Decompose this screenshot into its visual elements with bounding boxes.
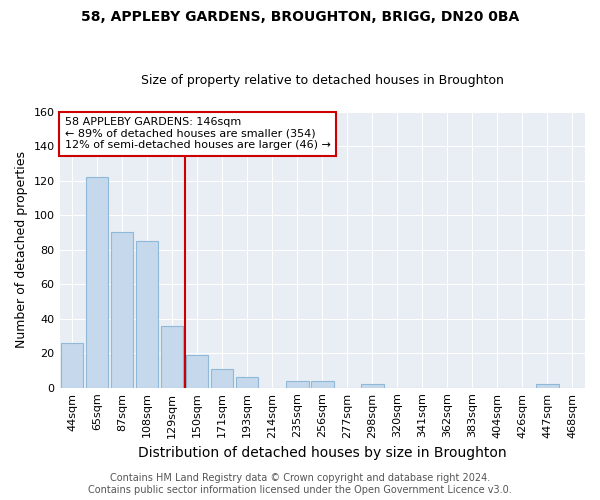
Bar [361,384,383,388]
Bar [311,381,334,388]
Bar [136,241,158,388]
Bar [286,381,308,388]
Bar [211,368,233,388]
Title: Size of property relative to detached houses in Broughton: Size of property relative to detached ho… [141,74,504,87]
Text: 58 APPLEBY GARDENS: 146sqm
← 89% of detached houses are smaller (354)
12% of sem: 58 APPLEBY GARDENS: 146sqm ← 89% of deta… [65,118,331,150]
Bar [236,378,259,388]
Bar [61,343,83,388]
Bar [536,384,559,388]
Text: Contains HM Land Registry data © Crown copyright and database right 2024.
Contai: Contains HM Land Registry data © Crown c… [88,474,512,495]
Text: 58, APPLEBY GARDENS, BROUGHTON, BRIGG, DN20 0BA: 58, APPLEBY GARDENS, BROUGHTON, BRIGG, D… [81,10,519,24]
X-axis label: Distribution of detached houses by size in Broughton: Distribution of detached houses by size … [138,446,506,460]
Bar [186,355,208,388]
Bar [111,232,133,388]
Bar [86,178,109,388]
Bar [161,326,184,388]
Y-axis label: Number of detached properties: Number of detached properties [15,151,28,348]
